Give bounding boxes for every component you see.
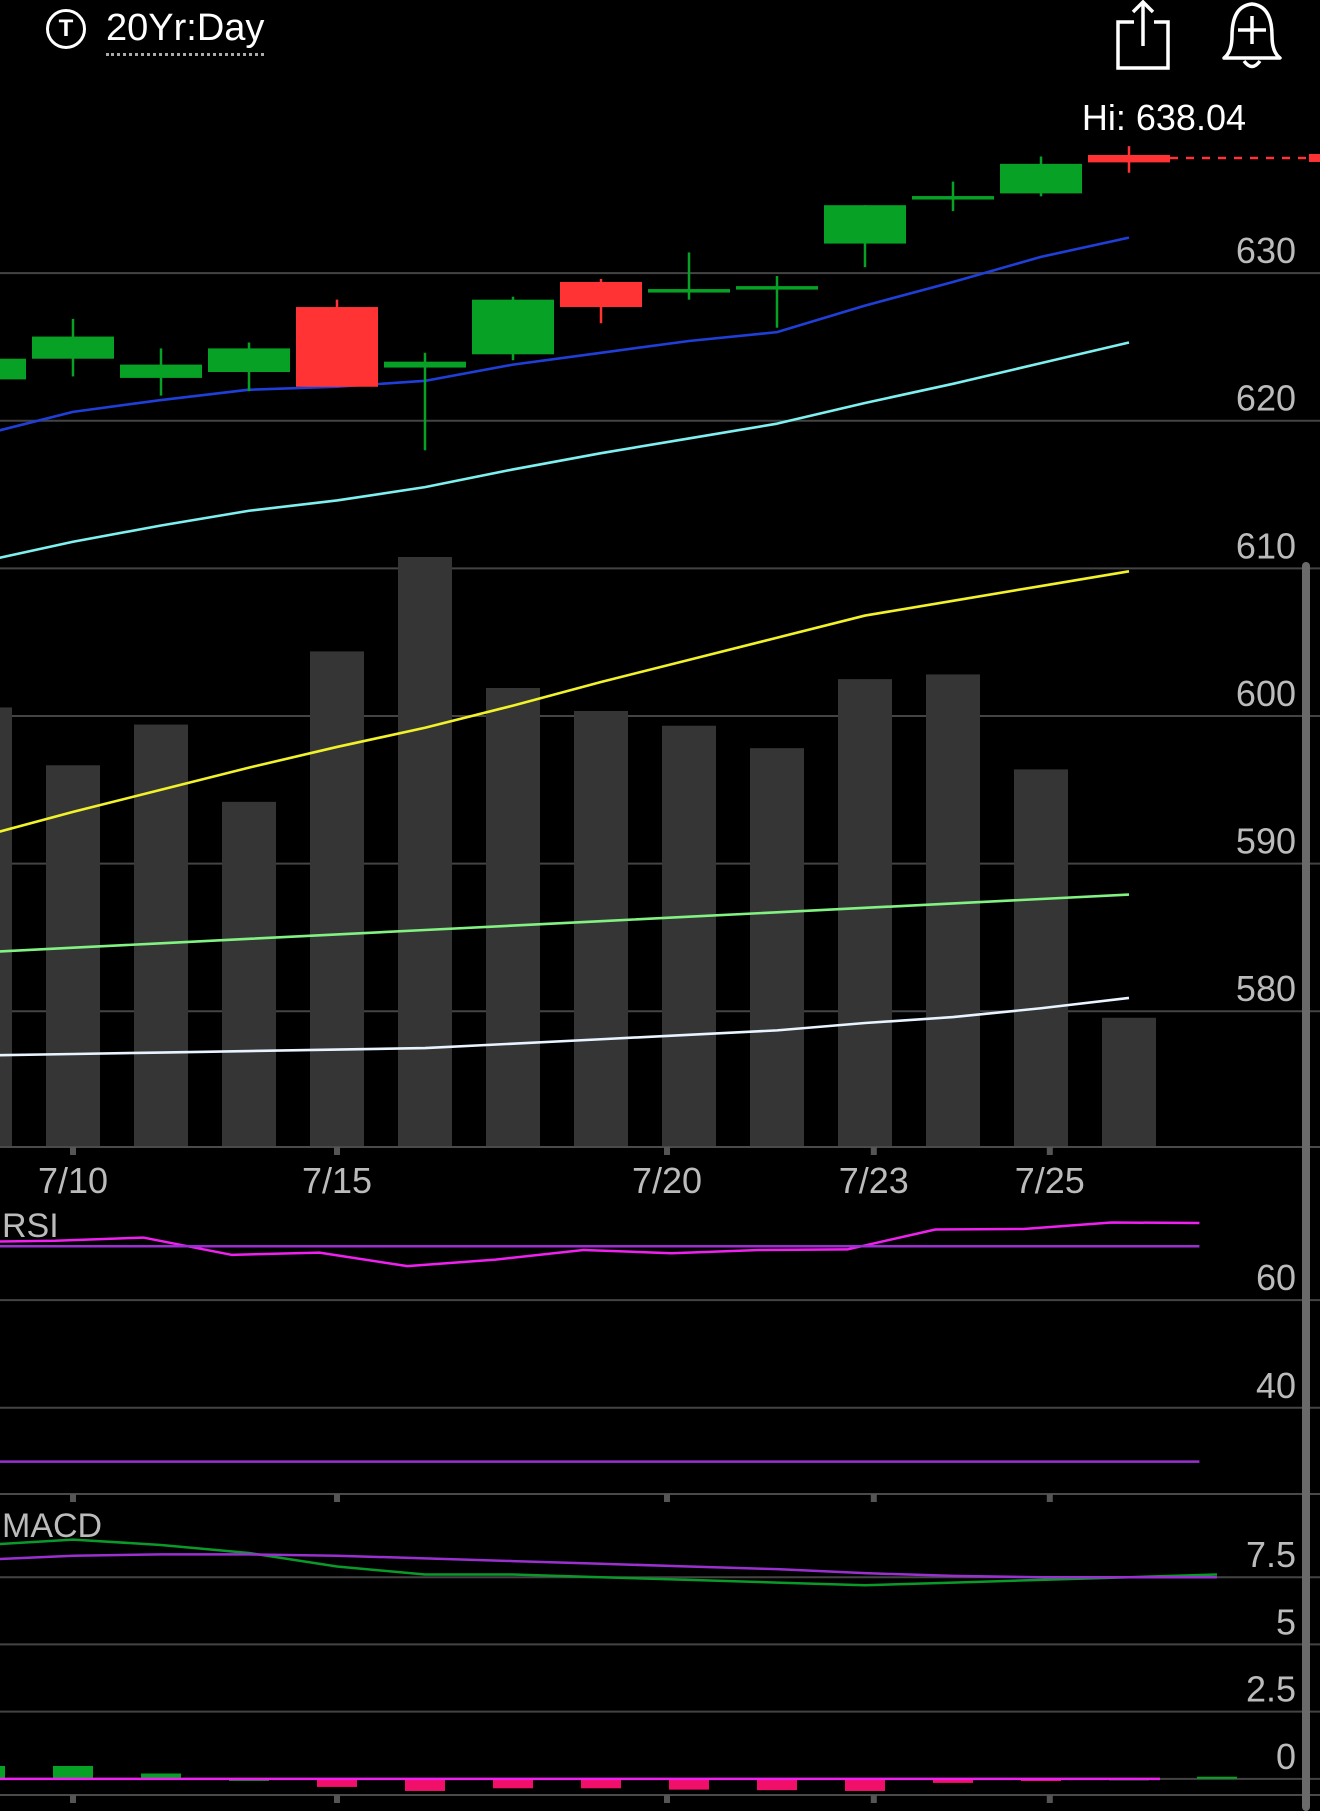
rsi-line — [0, 1221, 1200, 1268]
candle-body — [296, 307, 378, 387]
macd-axis-tick-label: 2.5 — [1246, 1669, 1296, 1710]
macd-histogram-bar — [581, 1778, 621, 1789]
macd-panel-title: MACD — [2, 1507, 102, 1545]
candle-body — [824, 205, 906, 244]
macd-axis-tick-label: 5 — [1276, 1601, 1296, 1642]
macd-histogram-bar — [141, 1773, 181, 1779]
date-axis-label: 7/15 — [302, 1160, 372, 1201]
volume-bar — [574, 710, 628, 1147]
date-axis-label: 7/20 — [632, 1160, 702, 1201]
rsi-axis-tick-label: 60 — [1256, 1257, 1296, 1298]
add-alert-bell-icon — [1222, 2, 1282, 69]
macd-histogram-bar — [53, 1765, 93, 1779]
x-axis-tick — [70, 1494, 76, 1502]
x-axis-tick — [334, 1494, 340, 1502]
date-axis-label: 7/10 — [38, 1160, 108, 1201]
macd-histogram-bar — [317, 1778, 357, 1787]
price-axis-tick-label: 590 — [1236, 821, 1296, 862]
share-icon — [1116, 0, 1170, 70]
candle-body — [384, 361, 466, 368]
volume-bar — [662, 725, 716, 1147]
volume-bar — [46, 765, 100, 1147]
moving-average-line — [0, 996, 1130, 1057]
volume-bar — [486, 687, 540, 1147]
price-axis-tick-label: 620 — [1236, 378, 1296, 419]
candle-body — [472, 299, 554, 355]
macd-histogram-bar — [0, 1765, 5, 1779]
x-axis-tick — [70, 1147, 76, 1155]
timeframe-icon[interactable]: T — [46, 9, 86, 49]
last-price-marker — [1309, 153, 1320, 162]
add-alert-button[interactable] — [1214, 0, 1290, 72]
price-axis-tick-label: 580 — [1236, 968, 1296, 1009]
macd-histogram-bar — [669, 1778, 709, 1790]
price-axis-tick-label: 630 — [1236, 230, 1296, 271]
x-axis-tick — [664, 1494, 670, 1502]
moving-average-line — [0, 893, 1130, 953]
price-axis-tick-label: 600 — [1236, 673, 1296, 714]
x-axis-tick — [334, 1147, 340, 1155]
volume-bar — [1014, 769, 1068, 1147]
x-axis-tick — [70, 1795, 76, 1803]
candle-body — [32, 336, 114, 359]
timeframe-selector[interactable]: 20Yr:Day — [106, 4, 265, 56]
x-axis-tick — [1046, 1795, 1053, 1803]
high-price-label: Hi: 638.04 — [1081, 97, 1246, 138]
macd-histogram-bar — [405, 1778, 445, 1791]
moving-average-line — [0, 570, 1130, 833]
volume-bar — [310, 651, 364, 1147]
date-axis-label: 7/25 — [1015, 1160, 1085, 1201]
candle-body — [120, 364, 202, 378]
macd-axis-tick-label: 7.5 — [1246, 1534, 1296, 1575]
macd-histogram-bar — [933, 1778, 973, 1783]
macd-line — [0, 1553, 1217, 1579]
macd-histogram-bar — [493, 1778, 533, 1789]
price-axis-tick-label: 610 — [1236, 525, 1296, 566]
candle-body — [1000, 163, 1082, 194]
scrollbar[interactable] — [1302, 562, 1310, 1811]
candle-body — [560, 281, 642, 308]
x-axis-tick — [664, 1795, 670, 1803]
macd-axis-tick-label: 0 — [1276, 1736, 1296, 1777]
macd-histogram-bar — [845, 1778, 885, 1791]
volume-bar — [926, 674, 980, 1147]
x-axis-tick — [870, 1494, 877, 1502]
x-axis-tick — [870, 1795, 877, 1803]
volume-bar — [838, 679, 892, 1147]
moving-average-line — [0, 341, 1130, 560]
x-axis-tick — [334, 1795, 340, 1803]
volume-bar — [398, 557, 452, 1147]
share-button[interactable] — [1108, 0, 1180, 72]
candle-body — [208, 348, 290, 372]
candle-body — [1088, 155, 1170, 163]
chart-header: T 20Yr:Day — [0, 0, 1320, 70]
macd-histogram-bar — [1197, 1776, 1237, 1779]
x-axis-tick — [870, 1147, 877, 1155]
rsi-axis-tick-label: 40 — [1256, 1365, 1296, 1406]
x-axis-tick — [1046, 1494, 1053, 1502]
volume-bar — [750, 748, 804, 1147]
candle-body — [648, 289, 730, 293]
moving-average-line — [0, 236, 1130, 432]
rsi-panel-title: RSI — [2, 1207, 59, 1245]
macd-histogram-bar — [757, 1778, 797, 1791]
x-axis-tick — [1046, 1147, 1053, 1155]
volume-bar — [222, 801, 276, 1147]
volume-bar — [0, 707, 12, 1147]
macd-line — [0, 1538, 1218, 1587]
candle-body — [0, 358, 26, 380]
candle-body — [912, 196, 994, 200]
volume-bar — [134, 724, 188, 1147]
candle-body — [736, 286, 818, 290]
x-axis-tick — [664, 1147, 670, 1155]
date-axis-label: 7/23 — [839, 1160, 909, 1201]
volume-bar — [1102, 1017, 1156, 1147]
